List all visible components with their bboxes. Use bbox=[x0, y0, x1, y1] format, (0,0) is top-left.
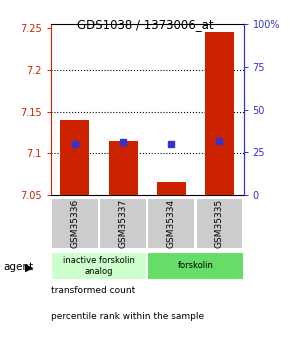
Bar bbox=[60, 120, 89, 195]
Bar bbox=[108, 141, 137, 195]
Text: percentile rank within the sample: percentile rank within the sample bbox=[51, 312, 204, 321]
Text: GSM35336: GSM35336 bbox=[70, 199, 79, 248]
Bar bbox=[157, 183, 186, 195]
Bar bbox=[196, 198, 243, 249]
Text: inactive forskolin
analog: inactive forskolin analog bbox=[63, 256, 135, 276]
Text: GSM35337: GSM35337 bbox=[119, 199, 128, 248]
Bar bbox=[205, 32, 234, 195]
Bar bbox=[51, 252, 147, 280]
Bar bbox=[99, 198, 147, 249]
Text: GSM35335: GSM35335 bbox=[215, 199, 224, 248]
Text: GDS1038 / 1373006_at: GDS1038 / 1373006_at bbox=[77, 18, 213, 31]
Bar bbox=[147, 252, 244, 280]
Text: agent: agent bbox=[3, 263, 33, 272]
Bar bbox=[147, 198, 195, 249]
Text: GSM35334: GSM35334 bbox=[167, 199, 176, 248]
Bar bbox=[51, 198, 99, 249]
Text: ▶: ▶ bbox=[25, 263, 33, 272]
Text: forskolin: forskolin bbox=[177, 262, 213, 270]
Text: transformed count: transformed count bbox=[51, 286, 135, 295]
